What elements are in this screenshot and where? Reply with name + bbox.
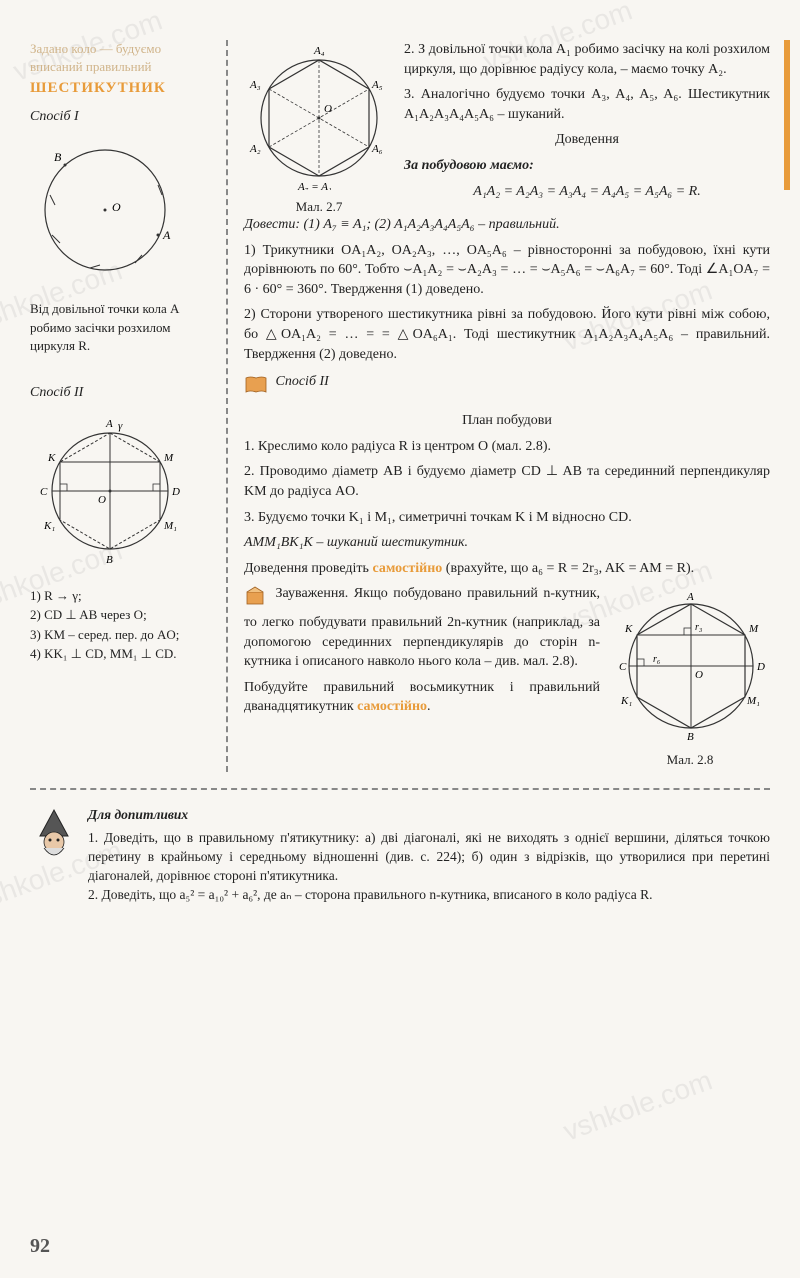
proof-part-1: 1) Трикутники OA₁A₂, OA₂A₃, …, OA₅A₆ – р… <box>244 241 770 300</box>
svg-text:A₃: A₃ <box>249 79 261 91</box>
svg-text:A₇ = A₁: A₇ = A₁ <box>297 181 332 190</box>
proof-by: За побудовою маємо: <box>404 156 770 176</box>
svg-text:B: B <box>687 731 694 743</box>
step-4: 4) KK₁ ⊥ CD, MM₁ ⊥ CD. <box>30 644 210 664</box>
watermark: vshkole.com <box>559 1064 716 1147</box>
method2-title: Спосіб II <box>276 374 329 389</box>
svg-text:A₆: A₆ <box>371 143 383 155</box>
svg-text:r₃: r₃ <box>695 622 703 633</box>
diagram-circle-1: O B A <box>30 135 210 290</box>
fig-2-8-caption: Мал. 2.8 <box>610 752 770 768</box>
svg-text:M: M <box>748 623 759 635</box>
main-content: O A₇ = A₁ A₂ A₃ A₄ A₅ A₆ Мал. 2.7 2. З д… <box>244 40 770 772</box>
svg-text:K₁: K₁ <box>43 520 55 532</box>
plan-result: AMM₁BK₁K – шуканий шестикутник. <box>244 533 770 553</box>
step-1: 1) R → γ; <box>30 586 210 606</box>
svg-text:C: C <box>40 486 48 498</box>
method2-steps: 1) R → γ; 2) CD ⊥ AB через O; 3) KM – се… <box>30 586 210 664</box>
svg-text:C: C <box>619 661 627 673</box>
vertical-divider <box>226 40 228 772</box>
inquisitive-title: Для допитливих <box>88 806 770 825</box>
to-prove: Довести: (1) A₇ ≡ A₁; (2) A₁A₂A₃A₄A₅A₆ –… <box>244 215 770 235</box>
svg-text:γ: γ <box>118 420 123 432</box>
svg-text:D: D <box>756 661 765 673</box>
hexagon-figure: O A₇ = A₁ A₂ A₃ A₄ A₅ A₆ Мал. 2.7 <box>244 40 394 215</box>
step-2: 2) CD ⊥ AB через O; <box>30 605 210 625</box>
svg-text:D: D <box>171 486 180 498</box>
step-3: 3) KM – серед. пер. до AO; <box>30 625 210 645</box>
inquisitive-body: Для допитливих 1. Доведіть, що в правиль… <box>88 806 770 904</box>
inquisitive-section: Для допитливих 1. Доведіть, що в правиль… <box>30 806 770 904</box>
gift-icon <box>244 584 266 613</box>
svg-text:A₅: A₅ <box>371 79 383 91</box>
svg-text:A: A <box>105 418 113 430</box>
svg-text:O: O <box>98 494 106 506</box>
build-step-3: 3. Аналогічно будуємо точки A₃, A₄, A₅, … <box>404 85 770 124</box>
plan-title: План побудови <box>244 411 770 431</box>
fig-2-8: r₃ r₆ A K M C D O K₁ M₁ B Мал. 2.8 <box>610 588 770 768</box>
sidebar-heading-2: ШЕСТИКУТНИК <box>30 80 210 97</box>
inquisitive-item-1: 1. Доведіть, що в правильному п'ятикутни… <box>88 829 770 886</box>
svg-text:M₁: M₁ <box>163 520 177 532</box>
proof-title: Доведення <box>404 130 770 150</box>
label-B: B <box>54 150 62 164</box>
method2-label-side: Спосіб II <box>30 385 210 401</box>
method1-label: Спосіб I <box>30 109 210 125</box>
svg-text:A: A <box>686 591 694 603</box>
self-proof: Доведення проведіть самостійно (врахуйте… <box>244 559 770 579</box>
wizard-icon <box>30 806 78 904</box>
svg-text:A₂: A₂ <box>249 143 261 155</box>
svg-text:M₁: M₁ <box>746 695 760 707</box>
svg-text:K: K <box>624 623 633 635</box>
svg-text:M: M <box>163 452 174 464</box>
proof-eq: A₁A₂ = A₂A₃ = A₃A₄ = A₄A₅ = A₅A₆ = R. <box>404 182 770 202</box>
svg-text:O: O <box>324 103 332 115</box>
sidebar: Задано коло — будуємо вписаний правильни… <box>30 40 210 772</box>
sidebar-text-1: Від довільної точки кола A робимо засічк… <box>30 300 210 355</box>
inquisitive-item-2: 2. Доведіть, що a₅² = a₁₀² + a₆², де aₙ … <box>88 886 770 905</box>
plan-2: 2. Проводимо діаметр AB і будуємо діамет… <box>244 462 770 501</box>
svg-text:O: O <box>695 669 703 681</box>
page-number: 92 <box>30 1235 50 1258</box>
label-A: A <box>162 228 171 242</box>
diagram-circle-2: A γ K M C D O K₁ M₁ B <box>30 411 210 576</box>
page-body: Задано коло — будуємо вписаний правильни… <box>30 40 770 772</box>
fig-2-7-caption: Мал. 2.7 <box>244 199 394 215</box>
method2-header: Спосіб II <box>244 374 770 401</box>
label-O: O <box>112 200 121 214</box>
accent-bar <box>784 40 790 190</box>
plan-1: 1. Креслимо коло радіуса R із центром O … <box>244 437 770 457</box>
plan-3: 3. Будуємо точки K₁ і M₁, симетричні точ… <box>244 508 770 528</box>
build-step-2: 2. З довільної точки кола A₁ робимо засі… <box>404 40 770 79</box>
horizontal-divider <box>30 788 770 790</box>
book-icon <box>244 374 268 401</box>
sidebar-heading-1: Задано коло — будуємо вписаний правильни… <box>30 40 210 76</box>
svg-text:r₆: r₆ <box>653 654 661 665</box>
proof-part-2: 2) Сторони утвореного шестикутника рівні… <box>244 305 770 364</box>
svg-text:K₁: K₁ <box>620 695 632 707</box>
svg-text:A₄: A₄ <box>313 45 325 57</box>
svg-text:B: B <box>106 554 113 566</box>
svg-text:K: K <box>47 452 56 464</box>
